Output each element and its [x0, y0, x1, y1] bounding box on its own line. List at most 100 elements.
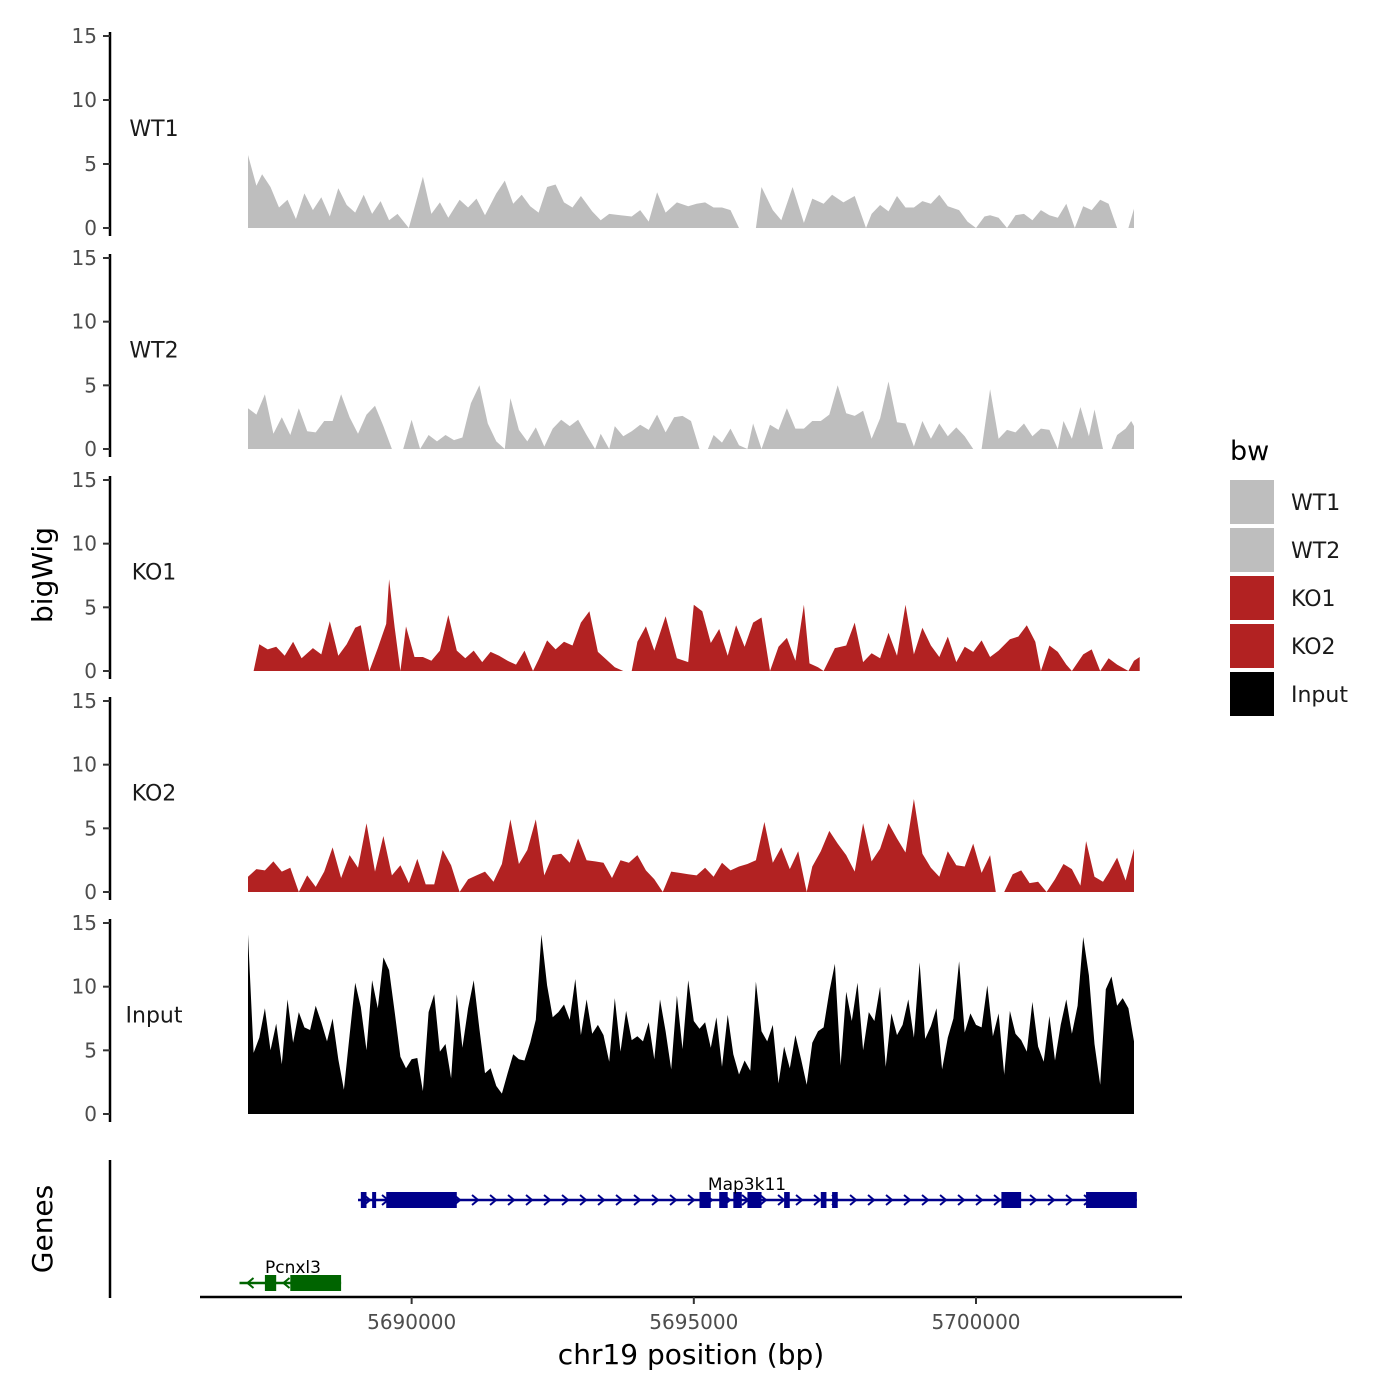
track-label: Input: [126, 1003, 183, 1028]
track-ko1: 0 5 10 15 KO1: [72, 468, 1140, 683]
area-wt2: [248, 381, 1134, 449]
legend-item-input: Input: [1230, 672, 1348, 716]
strand-arrow: [651, 1194, 660, 1206]
strand-arrow: [957, 1194, 966, 1206]
strand-arrow: [633, 1194, 642, 1206]
strand-arrow: [245, 1277, 255, 1289]
y-tick-label: 5: [84, 373, 97, 397]
x-tick-label: 5695000: [649, 1310, 738, 1334]
area-ko1: [253, 579, 1140, 671]
y-tick-label: 0: [84, 216, 97, 240]
y-tick-label: 5: [84, 595, 97, 619]
gene-exon: [1086, 1192, 1137, 1208]
area-wt1: [248, 155, 1134, 228]
track-ko2: 0 5 10 15 KO2: [72, 689, 1134, 904]
y-tick-label: 0: [84, 437, 97, 461]
strand-arrow: [669, 1194, 678, 1206]
gene-track: Map3k11 Pcnxl3: [108, 1160, 1137, 1298]
gene-pcnxl3: Pcnxl3: [239, 1258, 342, 1291]
y-tick-label: 0: [84, 880, 97, 904]
strand-arrow: [939, 1194, 948, 1206]
strand-arrow: [597, 1194, 606, 1206]
legend-item-ko1: KO1: [1230, 576, 1336, 620]
y-tick-label: 10: [72, 753, 97, 777]
gene-exon: [733, 1192, 742, 1208]
gene-label: Map3k11: [708, 1175, 786, 1195]
y-tick-label: 0: [84, 659, 97, 683]
legend-label: KO2: [1291, 635, 1336, 660]
y-tick-label: 10: [72, 88, 97, 112]
strand-arrow: [759, 1194, 768, 1206]
legend-label: WT2: [1291, 539, 1340, 564]
area-ko2: [248, 799, 1134, 892]
gene-map3k11: Map3k11: [358, 1175, 1137, 1208]
strand-arrow: [561, 1194, 570, 1206]
strand-arrow: [903, 1194, 912, 1206]
strand-arrow: [1029, 1194, 1038, 1206]
strand-arrow: [471, 1194, 480, 1206]
legend-swatch: [1230, 672, 1274, 716]
track-wt2: 0 5 10 15 WT2: [72, 246, 1134, 461]
legend-item-ko2: KO2: [1230, 624, 1336, 668]
gene-exon: [832, 1192, 838, 1208]
strand-arrow: [813, 1194, 822, 1206]
y-axis-title: bigWig: [26, 527, 59, 623]
strand-arrow: [281, 1277, 291, 1289]
track-label: KO2: [132, 781, 177, 806]
strand-arrow: [543, 1194, 552, 1206]
gene-exon: [719, 1192, 728, 1208]
strand-arrow: [1065, 1194, 1074, 1206]
y-tick-label: 15: [72, 468, 97, 492]
legend-label: Input: [1291, 683, 1348, 708]
gene-exon: [1001, 1192, 1022, 1208]
y-tick-label: 10: [72, 532, 97, 556]
y-tick-label: 5: [84, 152, 97, 176]
y-tick-label: 15: [72, 911, 97, 935]
genes-axis-title: Genes: [26, 1185, 59, 1273]
gene-exon: [386, 1192, 457, 1208]
x-axis: 5690000 5695000 5700000: [200, 1295, 1182, 1334]
legend-label: KO1: [1291, 587, 1336, 612]
legend-swatch: [1230, 480, 1274, 524]
y-tick-label: 5: [84, 1038, 97, 1062]
track-input: 0 5 10 15 Input: [72, 911, 1134, 1126]
legend: bw WT1 WT2 KO1 KO2 Input: [1230, 436, 1348, 716]
track-wt1: 0 5 10 15 WT1: [72, 24, 1134, 240]
y-tick-label: 15: [72, 246, 97, 270]
legend-swatch: [1230, 576, 1274, 620]
legend-item-wt1: WT1: [1230, 480, 1340, 524]
gene-label: Pcnxl3: [265, 1258, 321, 1278]
strand-arrow: [525, 1194, 534, 1206]
strand-arrow: [507, 1194, 516, 1206]
legend-swatch: [1230, 528, 1274, 572]
area-input: [248, 934, 1134, 1114]
strand-arrow: [975, 1194, 984, 1206]
gene-exon: [360, 1192, 367, 1208]
track-label: KO1: [132, 560, 177, 585]
legend-label: WT1: [1291, 491, 1340, 516]
legend-swatch: [1230, 624, 1274, 668]
gene-exon: [820, 1192, 827, 1208]
strand-arrow: [921, 1194, 930, 1206]
y-tick-label: 15: [72, 689, 97, 713]
gene-exon: [264, 1275, 277, 1291]
legend-item-wt2: WT2: [1230, 528, 1340, 572]
strand-arrow: [849, 1194, 858, 1206]
gene-exon: [372, 1192, 377, 1208]
gene-exon: [290, 1275, 342, 1291]
y-tick-label: 0: [84, 1102, 97, 1126]
track-label: WT1: [129, 117, 178, 142]
strand-arrow: [687, 1194, 696, 1206]
strand-arrow: [579, 1194, 588, 1206]
track-label: WT2: [129, 338, 178, 363]
strand-arrow: [795, 1194, 804, 1206]
strand-arrow: [885, 1194, 894, 1206]
strand-arrow: [777, 1194, 786, 1206]
y-tick-label: 5: [84, 816, 97, 840]
signal-tracks: 0 5 10 15 WT1 0 5 10 15 WT2 0 5 10 15 KO1 0 5 10 15 KO2 0 5 10…: [72, 24, 1140, 1126]
legend-title: bw: [1230, 436, 1269, 467]
y-tick-label: 15: [72, 24, 97, 48]
strand-arrow: [867, 1194, 876, 1206]
x-tick-label: 5700000: [931, 1310, 1020, 1334]
